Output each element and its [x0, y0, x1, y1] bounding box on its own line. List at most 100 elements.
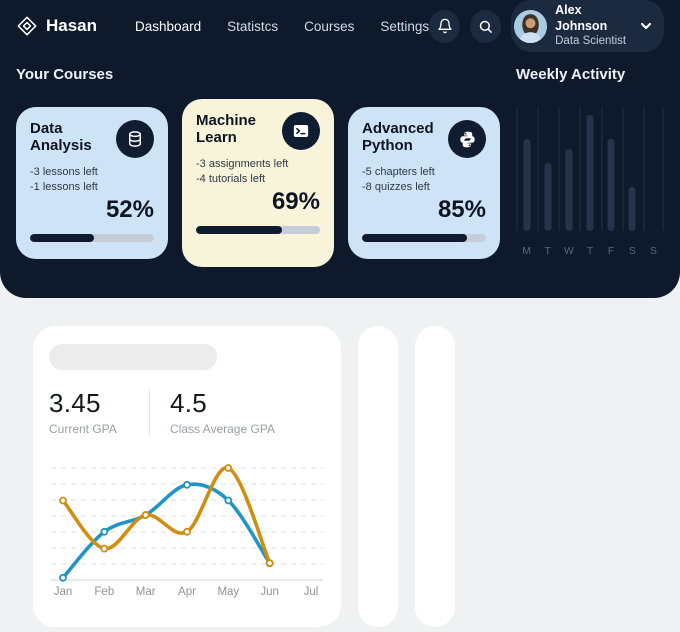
- weekly-bar-track: [558, 107, 561, 231]
- course-details: -3 assignments left -4 tutorials left: [196, 157, 320, 187]
- course-title: Data Analysis: [30, 120, 92, 155]
- progress-fill: [196, 225, 282, 234]
- divider: [149, 390, 150, 436]
- user-meta: Alex Johnson Data Scientist: [555, 3, 628, 49]
- nav-item-courses[interactable]: Courses: [304, 18, 355, 34]
- weekly-activity-column: S: [621, 107, 643, 257]
- weekly-bar-track: [642, 107, 645, 231]
- current-gpa-label: Current GPA: [49, 422, 117, 436]
- card-header: Advanced Python: [362, 120, 486, 158]
- current-gpa-stat: 3.45 Current GPA: [49, 388, 129, 436]
- x-tick-label: Jun: [260, 586, 279, 598]
- weekly-day-label: M: [522, 245, 531, 257]
- weekly-bar: [607, 139, 615, 231]
- nav-item-dashboard[interactable]: Dashboard: [135, 18, 202, 34]
- data-point-orange: [224, 464, 233, 472]
- weekly-day-label: F: [607, 245, 615, 257]
- hero-body: Your Courses Data Analysis: [16, 48, 664, 267]
- gpa-line-chart-canvas: [51, 464, 323, 582]
- course-progress-percent: 85%: [437, 195, 486, 223]
- data-point-blue: [183, 480, 191, 489]
- brand-name: Hasan: [46, 16, 98, 35]
- python-icon: [448, 120, 486, 158]
- search-button[interactable]: [470, 9, 502, 43]
- course-progress-percent: 52%: [105, 195, 154, 223]
- x-tick-label: May: [217, 586, 240, 598]
- data-point-orange: [265, 559, 274, 568]
- weekly-bar: [628, 187, 636, 231]
- nav-links: Dashboard Statistcs Courses Settings: [135, 19, 429, 34]
- progress-fill: [30, 233, 95, 242]
- gpa-line-chart: Jan Feb Mar Apr May Jun Jul: [49, 450, 325, 598]
- nav-item-statistics[interactable]: Statistcs: [227, 18, 279, 34]
- course-card-machine-learn[interactable]: Machine Learn -3 assignments left: [182, 99, 334, 267]
- terminal-icon: [282, 112, 320, 150]
- weekly-bar: [544, 163, 552, 231]
- weekly-activity-column: M: [516, 107, 537, 257]
- nav-item-settings[interactable]: Settings: [380, 18, 430, 34]
- x-tick-label: Jan: [53, 586, 73, 598]
- weekly-activity-heading: Weekly Activity: [516, 66, 626, 83]
- weekly-bar: [586, 115, 594, 231]
- course-detail: -1 lessons left: [30, 180, 98, 193]
- weekly-bar-track: [537, 107, 540, 231]
- course-title: Advanced Python: [362, 120, 434, 155]
- database-icon: [116, 120, 154, 158]
- user-role: Data Scientist: [555, 35, 627, 48]
- course-title: Machine Learn: [196, 112, 257, 147]
- notifications-button[interactable]: [429, 9, 461, 43]
- progress-bar: [30, 233, 154, 242]
- class-average-gpa-label: Class Average GPA: [170, 422, 275, 436]
- weekly-bar: [565, 149, 573, 231]
- skeleton-placeholder: [49, 344, 217, 370]
- navbar-actions: Alex Johnson Data Scientist: [429, 0, 664, 52]
- weekly-activity-column: T: [579, 107, 600, 257]
- progress-fill: [362, 233, 468, 242]
- weekly-day-label: S: [628, 245, 636, 257]
- weekly-activity-column: S: [642, 107, 664, 257]
- course-progress-percent: 69%: [271, 187, 320, 215]
- course-detail: -3 assignments left: [196, 158, 289, 170]
- weekly-bar-track: [579, 107, 582, 231]
- weekly-day-label: W: [563, 245, 574, 257]
- data-point-orange: [59, 496, 67, 505]
- weekly-activity-column: T: [537, 107, 558, 257]
- weekly-bar-track: [600, 107, 603, 231]
- class-average-gpa-value: 4.5: [170, 388, 208, 418]
- course-details: -3 lessons left -1 lessons left: [30, 165, 154, 195]
- weekly-bar-track: [621, 107, 624, 231]
- progress-bar: [362, 233, 486, 242]
- hero-section: Hasan Dashboard Statistcs Courses Settin…: [0, 0, 680, 298]
- course-card-data-analysis[interactable]: Data Analysis -3 lessons left: [16, 107, 168, 259]
- x-tick-label: Jul: [303, 586, 319, 598]
- card-header: Data Analysis: [30, 120, 154, 158]
- course-card-advanced-python[interactable]: Advanced Python -5 chapters left -8 quiz…: [348, 107, 500, 259]
- user-menu[interactable]: Alex Johnson Data Scientist: [511, 0, 664, 52]
- gpa-stats: 3.45 Current GPA 4.5 Class Average GPA: [49, 388, 325, 436]
- top-navbar: Hasan Dashboard Statistcs Courses Settin…: [16, 0, 664, 52]
- x-tick-label: Apr: [178, 586, 196, 598]
- weekly-activity-column: W: [558, 107, 579, 257]
- weekly-bar: [523, 139, 531, 231]
- bell-icon: [437, 18, 453, 34]
- collapsed-panel-2: [415, 326, 455, 627]
- courses-section: Your Courses Data Analysis: [16, 52, 516, 267]
- course-detail: -8 quizzes left: [362, 180, 430, 193]
- course-detail: -3 lessons left: [30, 166, 98, 178]
- user-name: Alex Johnson: [555, 3, 608, 33]
- course-detail: -5 chapters left: [362, 166, 435, 178]
- course-detail: -4 tutorials left: [196, 172, 266, 185]
- weekly-activity-column: F: [600, 107, 622, 257]
- chevron-down-icon[interactable]: [638, 18, 654, 34]
- brand-logo-icon: [16, 15, 38, 37]
- weekly-day-label: S: [649, 245, 657, 257]
- course-cards: Data Analysis -3 lessons left: [16, 99, 504, 267]
- avatar: [514, 9, 548, 43]
- collapsed-panel-1: [358, 326, 398, 627]
- brand[interactable]: Hasan: [16, 15, 97, 37]
- data-point-orange: [100, 544, 109, 553]
- weekly-day-label: T: [586, 245, 594, 257]
- data-point-blue: [224, 496, 233, 505]
